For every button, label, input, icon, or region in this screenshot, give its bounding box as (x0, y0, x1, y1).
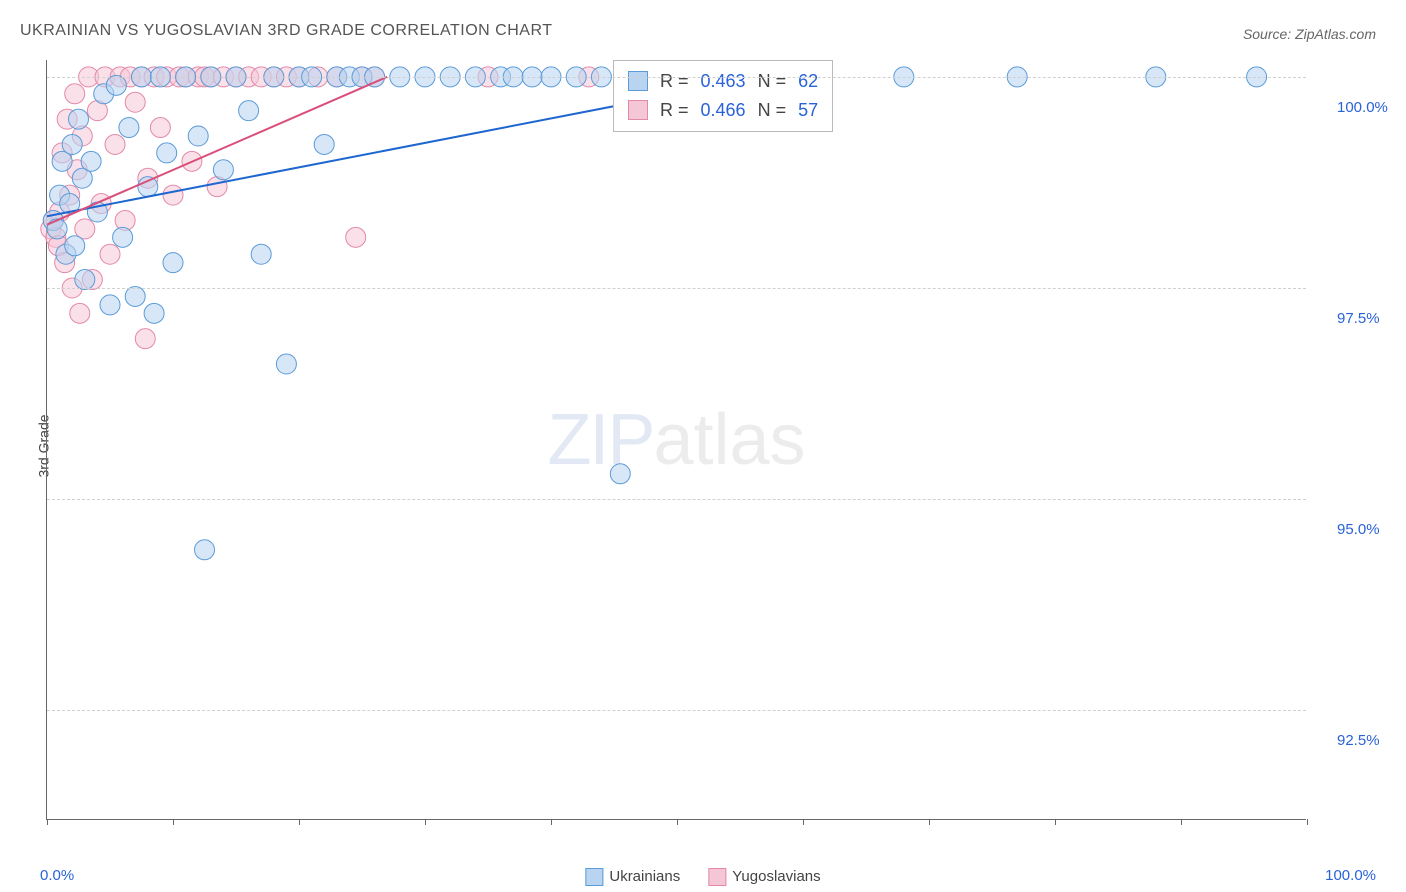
stats-legend-box: R = 0.463 N = 62 R = 0.466 N = 57 (613, 60, 833, 132)
data-point (163, 253, 183, 273)
legend-swatch-yugoslavians (708, 868, 726, 886)
data-point (75, 270, 95, 290)
legend-label-ukrainians: Ukrainians (609, 868, 680, 885)
x-tick (1307, 819, 1308, 825)
scatter-svg (47, 60, 1306, 819)
gridline-h (47, 710, 1306, 711)
data-point (251, 244, 271, 264)
x-tick (1181, 819, 1182, 825)
data-point (100, 244, 120, 264)
data-point (276, 354, 296, 374)
data-point (610, 464, 630, 484)
data-point (150, 118, 170, 138)
stats-r-label: R = (660, 67, 689, 96)
gridline-h (47, 499, 1306, 500)
data-point (69, 109, 89, 129)
data-point (195, 540, 215, 560)
stats-row: R = 0.466 N = 57 (628, 96, 818, 125)
x-tick (803, 819, 804, 825)
stats-r-value: 0.463 (701, 67, 746, 96)
legend-swatch-ukrainians (585, 868, 603, 886)
data-point (188, 126, 208, 146)
x-tick (425, 819, 426, 825)
chart-plot-area: ZIPatlas R =0.463N =62R =0.466N =57 92.5… (46, 60, 1306, 820)
data-point (113, 227, 133, 247)
data-point (105, 134, 125, 154)
x-tick (929, 819, 930, 825)
source-label: Source: ZipAtlas.com (1243, 26, 1376, 42)
data-point (346, 227, 366, 247)
legend-label-yugoslavians: Yugoslavians (732, 868, 820, 885)
legend-item-yugoslavians: Yugoslavians (708, 868, 820, 886)
data-point (138, 177, 158, 197)
data-point (213, 160, 233, 180)
stats-n-label: N = (758, 96, 787, 125)
data-point (163, 185, 183, 205)
data-point (70, 303, 90, 323)
data-point (239, 101, 259, 121)
stats-row: R = 0.463 N = 62 (628, 67, 818, 96)
stats-n-value: 57 (798, 96, 818, 125)
legend-item-ukrainians: Ukrainians (585, 868, 680, 886)
chart-title: UKRAINIAN VS YUGOSLAVIAN 3RD GRADE CORRE… (20, 22, 552, 40)
stats-swatch (628, 100, 648, 120)
x-tick (677, 819, 678, 825)
data-point (65, 84, 85, 104)
data-point (314, 134, 334, 154)
x-tick (47, 819, 48, 825)
x-tick (551, 819, 552, 825)
data-point (125, 286, 145, 306)
stats-swatch (628, 71, 648, 91)
stats-r-value: 0.466 (701, 96, 746, 125)
x-axis-max-label: 100.0% (1325, 867, 1376, 884)
x-tick (173, 819, 174, 825)
x-tick (1055, 819, 1056, 825)
stats-n-value: 62 (798, 67, 818, 96)
data-point (157, 143, 177, 163)
data-point (135, 329, 155, 349)
data-point (65, 236, 85, 256)
data-point (81, 151, 101, 171)
x-tick (299, 819, 300, 825)
data-point (144, 303, 164, 323)
gridline-h (47, 77, 1306, 78)
y-tick-label: 92.5% (1337, 732, 1380, 749)
y-tick-label: 95.0% (1337, 521, 1380, 538)
data-point (119, 118, 139, 138)
y-tick-label: 100.0% (1337, 99, 1388, 116)
stats-n-label: N = (758, 67, 787, 96)
data-point (62, 134, 82, 154)
data-point (100, 295, 120, 315)
data-point (47, 219, 67, 239)
gridline-h (47, 288, 1306, 289)
data-point (125, 92, 145, 112)
data-point (106, 75, 126, 95)
x-axis-min-label: 0.0% (40, 867, 74, 884)
y-tick-label: 97.5% (1337, 310, 1380, 327)
bottom-legend: Ukrainians Yugoslavians (585, 868, 820, 886)
stats-r-label: R = (660, 96, 689, 125)
